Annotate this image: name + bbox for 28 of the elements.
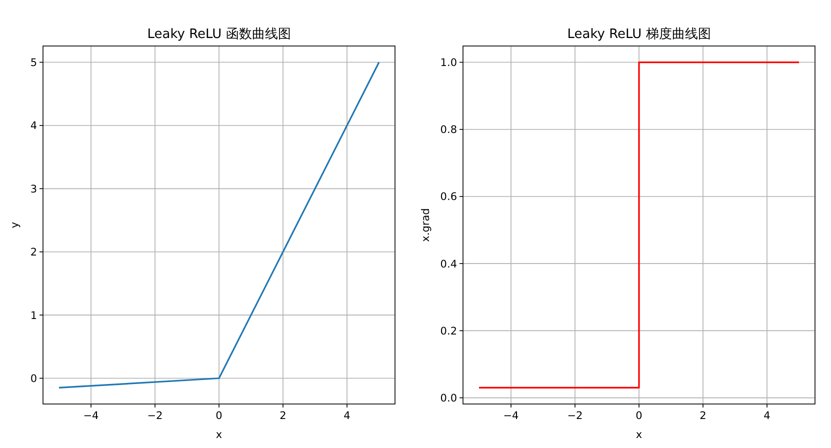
y-tick-label: 0.2 xyxy=(440,325,457,338)
x-tick-label: −4 xyxy=(503,410,520,422)
x-axis-title: x xyxy=(636,429,642,441)
y-tick-label: 1.0 xyxy=(440,56,457,69)
y-tick-label: 0.4 xyxy=(440,258,458,270)
y-tick-label: 0 xyxy=(30,372,37,385)
x-tick-label: 2 xyxy=(280,410,286,422)
y-tick-label: 1 xyxy=(30,310,37,322)
x-axis-title: x xyxy=(216,429,222,441)
chart-title: Leaky ReLU 梯度曲线图 xyxy=(567,26,711,42)
y-tick-label: 0.0 xyxy=(440,392,457,404)
y-tick-label: 2 xyxy=(30,246,37,259)
y-tick-label: 0.8 xyxy=(440,124,457,136)
x-tick-label: 4 xyxy=(764,410,771,422)
y-tick-label: 3 xyxy=(30,183,37,196)
y-tick-label: 0.6 xyxy=(440,191,458,204)
x-tick-label: 0 xyxy=(216,410,222,422)
x-tick-label: 0 xyxy=(636,410,642,422)
y-axis-title: y xyxy=(9,222,21,228)
x-tick-label: −2 xyxy=(567,410,583,422)
x-tick-label: −4 xyxy=(83,410,100,422)
chart-title: Leaky ReLU 函数曲线图 xyxy=(147,27,291,42)
x-tick-label: 4 xyxy=(344,410,351,422)
y-tick-label: 4 xyxy=(30,120,38,132)
y-axis-title: x.grad xyxy=(420,208,432,242)
y-tick-label: 5 xyxy=(30,56,37,69)
x-tick-label: −2 xyxy=(147,410,163,422)
x-tick-label: 2 xyxy=(700,410,706,422)
